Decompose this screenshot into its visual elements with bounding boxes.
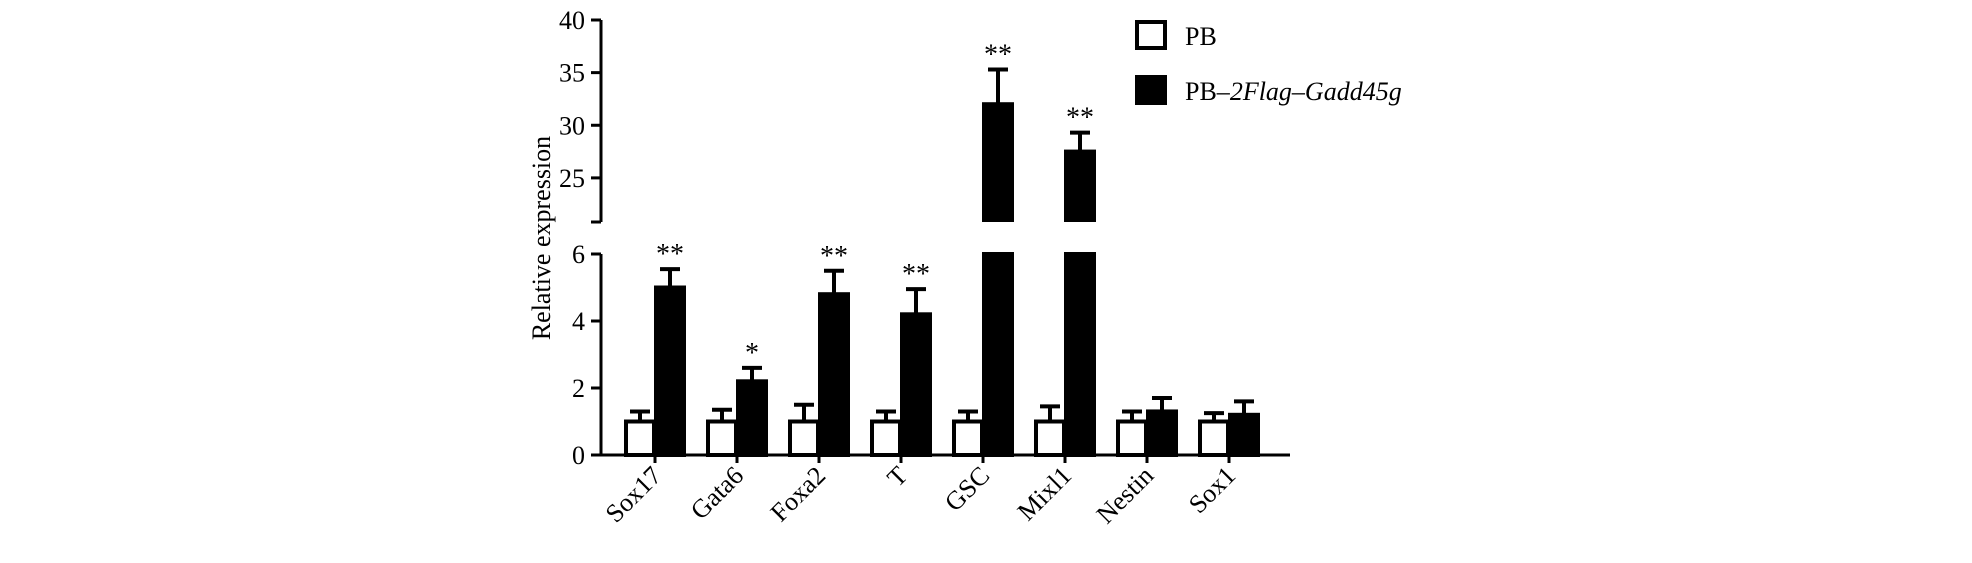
legend-label: PB–2Flag–Gadd45g xyxy=(1185,77,1402,106)
x-tick-label: Gata6 xyxy=(685,461,749,525)
x-tick-label: Sox1 xyxy=(1183,461,1241,519)
x-tick-label: Sox17 xyxy=(600,461,668,529)
legend-label: PB xyxy=(1185,22,1217,51)
legend-label-plain: PB xyxy=(1185,22,1217,51)
bar-pb xyxy=(870,419,902,457)
y-tick-label: 40 xyxy=(559,6,585,35)
significance-mark: * xyxy=(745,338,759,369)
x-tick-label: GSC xyxy=(939,461,995,517)
legend: PB PB–2Flag–Gadd45g xyxy=(1135,20,1402,106)
bar-gadd45g-upper xyxy=(982,102,1014,222)
bar-pb xyxy=(624,419,656,457)
significance-mark: ** xyxy=(1066,103,1094,134)
bar-pb xyxy=(706,419,738,457)
bar-gadd45g-upper xyxy=(1064,149,1096,222)
y-tick-label: 0 xyxy=(572,441,585,470)
x-tick-label: Foxa2 xyxy=(765,461,831,527)
bar-pb xyxy=(952,419,984,457)
bar-gadd45g xyxy=(1064,252,1096,457)
bar-gadd45g xyxy=(1146,409,1178,458)
x-tick-label: T xyxy=(882,461,914,493)
significance-mark: ** xyxy=(656,239,684,270)
x-tick-label: Nestin xyxy=(1091,461,1160,530)
legend-label-italic: 2Flag–Gadd45g xyxy=(1230,77,1402,106)
y-tick-label: 30 xyxy=(559,111,585,140)
bar-gadd45g xyxy=(1228,412,1260,457)
bars-group: *********** xyxy=(624,39,1260,458)
bar-pb xyxy=(1034,419,1066,457)
bar-pb xyxy=(788,419,820,457)
bar-gadd45g xyxy=(654,285,686,457)
bar-gadd45g xyxy=(736,379,768,457)
significance-mark: ** xyxy=(902,259,930,290)
y-tick-label: 2 xyxy=(572,374,585,403)
y-tick-label: 35 xyxy=(559,59,585,88)
legend-swatch-pb xyxy=(1135,20,1167,50)
bar-gadd45g xyxy=(818,292,850,458)
significance-mark: ** xyxy=(820,241,848,272)
y-tick-label: 6 xyxy=(572,240,585,269)
y-axis-label: Relative expression xyxy=(527,136,556,340)
significance-mark: ** xyxy=(984,39,1012,70)
bar-pb xyxy=(1198,419,1230,457)
bar-gadd45g xyxy=(982,252,1014,457)
bar-pb xyxy=(1116,419,1148,457)
x-tick-label: Mixl1 xyxy=(1012,461,1077,526)
y-tick-label: 4 xyxy=(572,307,585,336)
bar-gadd45g xyxy=(900,312,932,457)
legend-swatch-gadd45g xyxy=(1135,75,1167,105)
y-tick-label: 25 xyxy=(559,164,585,193)
legend-label-plain: PB– xyxy=(1185,77,1231,106)
